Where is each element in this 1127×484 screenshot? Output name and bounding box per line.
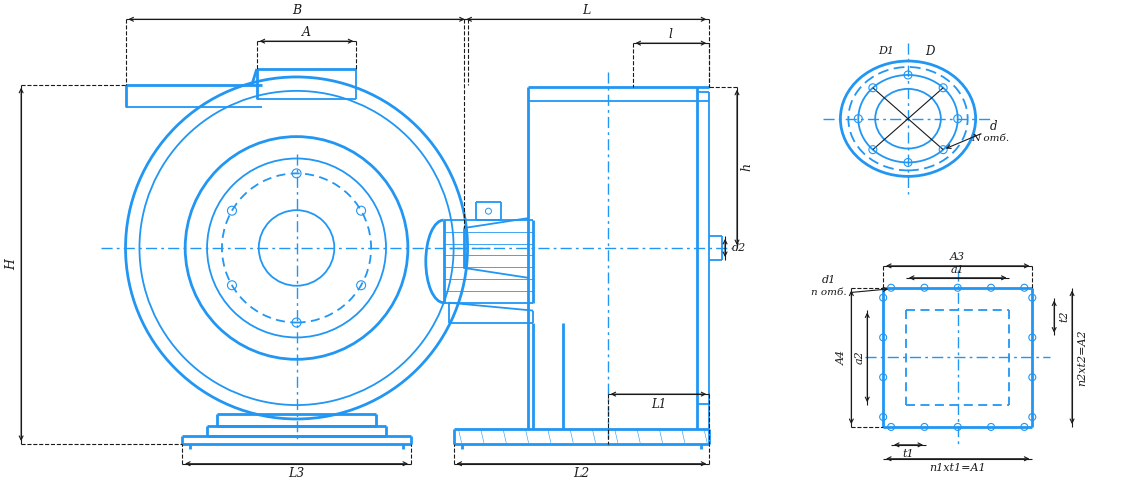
Text: A: A [302, 26, 311, 39]
Text: a2: a2 [854, 350, 864, 364]
Text: L2: L2 [574, 467, 589, 480]
Text: n отб.: n отб. [810, 288, 846, 297]
Text: d1: d1 [822, 275, 835, 285]
Text: H: H [6, 259, 19, 270]
Text: D1: D1 [878, 46, 894, 56]
Text: a1: a1 [951, 265, 965, 275]
Text: t1: t1 [903, 449, 914, 459]
Text: B: B [292, 4, 301, 17]
Text: L1: L1 [650, 397, 666, 410]
Text: L: L [583, 4, 591, 17]
Text: N отб.: N отб. [971, 134, 1010, 143]
Text: h: h [740, 164, 754, 171]
Text: t2: t2 [1059, 311, 1070, 322]
Text: D: D [925, 45, 934, 58]
Text: A3: A3 [950, 252, 966, 262]
Text: l: l [669, 28, 673, 41]
Text: d: d [990, 120, 997, 133]
Text: d2: d2 [731, 243, 746, 253]
Text: L3: L3 [289, 467, 304, 480]
Text: A4: A4 [836, 350, 846, 365]
Text: n2xt2=A2: n2xt2=A2 [1077, 329, 1088, 386]
Text: n1xt1=A1: n1xt1=A1 [930, 463, 986, 473]
